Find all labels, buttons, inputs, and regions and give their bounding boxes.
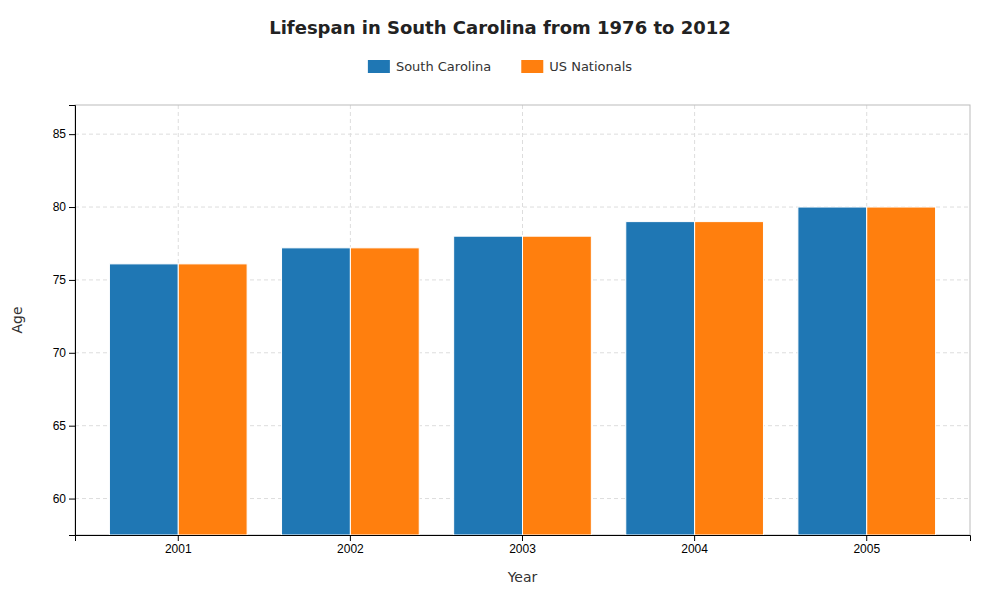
tick-label: 2001	[165, 542, 192, 556]
tick: 2001	[165, 535, 192, 556]
bar-series	[109, 207, 866, 535]
tick-label: 85	[53, 127, 67, 141]
legend: South Carolina US Nationals	[368, 59, 632, 74]
chart: 2001 2002 2003 2004 2005 60 65 70 75 80 85 Year Age L…	[0, 0, 1000, 600]
title: Lifespan in South Carolina from 1976 to …	[269, 17, 731, 38]
tick-mark	[178, 535, 179, 541]
bars	[109, 207, 935, 535]
tick-mark	[69, 499, 75, 500]
bar	[454, 236, 523, 535]
plot-frame	[75, 105, 970, 535]
tick: 65	[53, 419, 75, 433]
tick: 2002	[337, 535, 364, 556]
tick-mark	[69, 207, 75, 208]
y-axis: 60 65 70 75 80 85	[53, 106, 76, 536]
tick-label: 80	[53, 200, 67, 214]
tick-mark	[69, 134, 75, 135]
plot: 2001 2002 2003 2004 2005 60 65 70 75 80 85	[53, 105, 971, 556]
tick-label: 75	[53, 273, 67, 287]
tick-label: 60	[53, 492, 67, 506]
tick-mark	[694, 535, 695, 541]
legend-item: US Nationals	[521, 59, 632, 74]
bar	[695, 222, 764, 535]
axis-line	[76, 536, 971, 542]
tick-label: 2004	[681, 542, 708, 556]
bar	[282, 248, 351, 535]
bar	[867, 207, 936, 535]
bar	[109, 264, 178, 535]
tick: 2003	[509, 535, 536, 556]
axis-line	[69, 106, 76, 536]
grid	[75, 105, 970, 535]
x-axis-title: Year	[507, 569, 538, 585]
tick-mark	[69, 280, 75, 281]
tick: 2004	[681, 535, 708, 556]
tick-mark	[69, 426, 75, 427]
legend-item: South Carolina	[368, 59, 491, 74]
y-axis-title: Age	[9, 306, 25, 333]
tick-label: 2002	[337, 542, 364, 556]
bar	[626, 222, 695, 535]
bar	[523, 236, 592, 535]
tick: 80	[53, 200, 75, 214]
tick-mark	[522, 535, 523, 541]
tick: 60	[53, 492, 75, 506]
tick-label: 2005	[853, 542, 880, 556]
legend-label: US Nationals	[549, 59, 632, 74]
bar	[178, 264, 247, 535]
bar	[798, 207, 867, 535]
tick-mark	[350, 535, 351, 541]
tick-label: 2003	[509, 542, 536, 556]
tick: 70	[53, 346, 75, 360]
tick-mark	[69, 353, 75, 354]
tick-label: 70	[53, 346, 67, 360]
tick-mark	[866, 535, 867, 541]
tick: 75	[53, 273, 75, 287]
legend-swatch	[521, 60, 543, 73]
tick: 85	[53, 127, 75, 141]
tick: 2005	[853, 535, 880, 556]
x-axis: 2001 2002 2003 2004 2005	[76, 535, 971, 556]
bar-series	[178, 207, 935, 535]
legend-label: South Carolina	[396, 59, 491, 74]
legend-swatch	[368, 60, 390, 73]
tick-label: 65	[53, 419, 67, 433]
bar	[350, 248, 419, 535]
